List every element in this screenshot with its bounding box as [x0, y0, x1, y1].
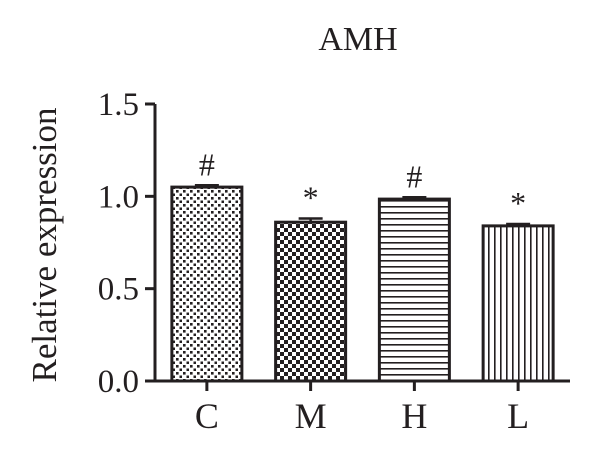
plot-area: 0.0 0.5 1.0 1.5 # C * M # H * L [98, 87, 570, 436]
y-tick-label: 0.5 [98, 272, 139, 308]
x-tick-label: C [195, 396, 219, 436]
bar-h [377, 197, 451, 383]
significance-marker: # [406, 158, 422, 194]
significance-marker: * [303, 179, 319, 215]
bar-l [481, 224, 555, 383]
y-axis-label: Relative expression [25, 107, 64, 382]
y-tick-label: 1.0 [98, 179, 139, 215]
x-tick-label: L [507, 396, 529, 436]
y-tick-label: 1.5 [98, 87, 139, 123]
x-tick-label: H [401, 396, 427, 436]
y-tick-label: 0.0 [98, 364, 139, 400]
significance-marker: * [510, 185, 526, 221]
x-tick-label: M [295, 396, 327, 436]
chart-title: AMH [318, 21, 397, 58]
bar-c [170, 185, 244, 383]
bar-m [274, 220, 348, 383]
significance-marker: # [199, 146, 215, 182]
